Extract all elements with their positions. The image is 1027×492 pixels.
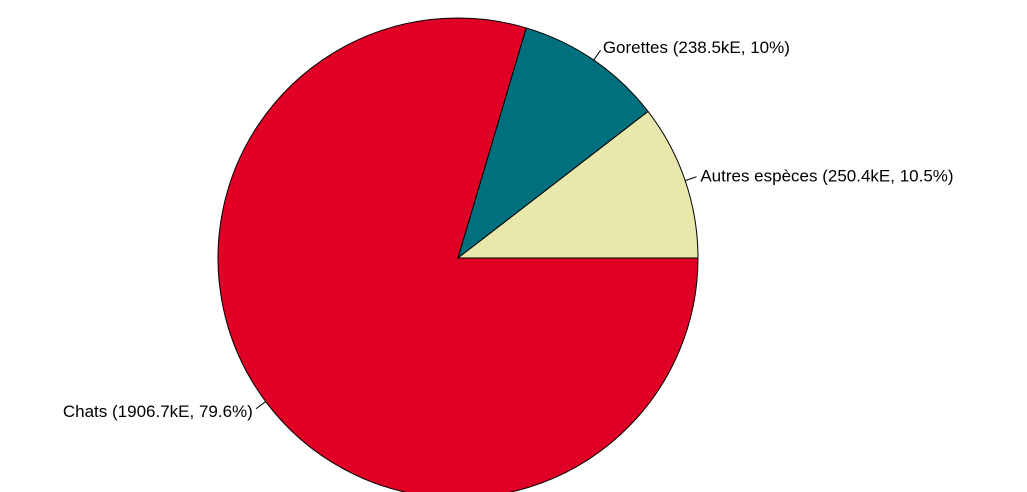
pie-slice-2 — [456, 110, 699, 259]
pie-slice-1 — [457, 27, 649, 260]
pie-slice-label-1: Gorettes (238.5kE, 10%) — [603, 38, 790, 57]
pie-label-leader-0 — [255, 401, 266, 410]
pie-slice-label-0: Chats (1906.7kE, 79.6%) — [63, 402, 253, 421]
pie-label-leader-1 — [593, 49, 601, 61]
pie-slice-0 — [217, 17, 699, 492]
pie-label-leader-2 — [685, 176, 697, 182]
pie-slice-label-2: Autres espèces (250.4kE, 10.5%) — [700, 166, 953, 185]
